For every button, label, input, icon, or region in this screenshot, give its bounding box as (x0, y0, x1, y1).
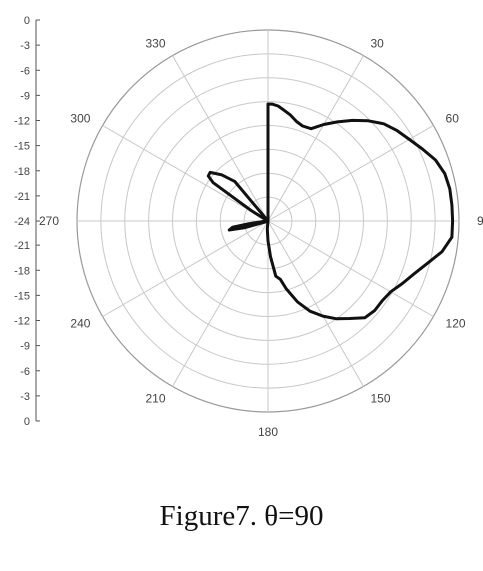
angle-label: 270 (39, 214, 59, 228)
angle-label: 120 (446, 317, 466, 331)
grid-spoke (102, 125, 269, 222)
data-point (363, 316, 366, 319)
data-point (401, 282, 403, 285)
data-point (389, 291, 392, 293)
data-point (250, 209, 252, 212)
data-point (274, 275, 277, 277)
radial-tick-label: -24 (14, 216, 30, 228)
radial-tick-label: -3 (20, 40, 30, 52)
data-point (309, 310, 311, 312)
data-point (451, 204, 453, 206)
figure-caption: Figure7. θ=90 (159, 500, 324, 532)
angle-label: 150 (371, 392, 391, 406)
data-point (396, 129, 398, 132)
grid-spoke (102, 220, 269, 317)
radial-tick-label: -12 (14, 316, 30, 328)
radial-tick-label: 0 (24, 15, 30, 27)
grid-spoke (172, 220, 269, 387)
radial-tick-label: -9 (20, 341, 30, 353)
data-point (351, 119, 354, 122)
data-point (413, 273, 415, 275)
data-point (233, 180, 236, 183)
data-point (434, 159, 437, 161)
grid-spoke (267, 220, 434, 317)
data-point (269, 255, 272, 258)
data-point (231, 226, 234, 229)
polar-chart: 0 0 -3 -3 -6 -6 -9 -9 -12 -12 -15 -15 -18 -18 -21 -21 -2… (14, 15, 483, 439)
data-point (449, 188, 451, 190)
radial-tick-label: 0 (24, 416, 30, 428)
angle-label: 210 (145, 392, 165, 406)
angle-labels: 30 60 90 120 150 180 210 240 270 300 330 (39, 36, 483, 439)
data-point (336, 121, 339, 123)
radial-tick-label: -12 (14, 116, 30, 128)
data-point (373, 309, 376, 312)
data-point (264, 218, 267, 221)
grid-spoke (267, 125, 434, 222)
data-point (289, 114, 292, 116)
series-group (206, 102, 455, 321)
angle-label: 180 (258, 425, 278, 439)
angle-label: 30 (371, 36, 385, 50)
radial-tick-label: -6 (20, 65, 30, 77)
data-point (207, 175, 210, 177)
data-point (244, 226, 246, 229)
angle-label: 300 (70, 112, 90, 126)
radial-scale: 0 0 -3 -3 -6 -6 -9 -9 -12 -12 -15 -15 -18 -18 -21 -21 -2… (14, 15, 40, 428)
data-point (221, 174, 223, 176)
data-point (349, 317, 351, 320)
data-point (322, 123, 325, 126)
data-point (451, 220, 454, 222)
series-line (206, 102, 455, 321)
data-point (383, 123, 385, 125)
data-point (408, 138, 411, 141)
radial-tick-label: -9 (20, 90, 30, 102)
data-point (234, 197, 236, 200)
data-point (301, 125, 304, 127)
radial-tick-label: -15 (14, 141, 30, 153)
data-point (212, 181, 215, 184)
grid-spoke (267, 220, 364, 387)
data-point (295, 120, 298, 123)
radial-tick-label: -6 (20, 366, 30, 378)
data-point (322, 315, 324, 317)
data-point (277, 105, 279, 107)
data-point (441, 250, 443, 253)
data-point (247, 222, 250, 225)
data-point (266, 228, 269, 230)
grid-spoke (267, 55, 364, 222)
data-point (263, 220, 265, 223)
data-point (267, 103, 269, 105)
data-point (267, 240, 269, 242)
data-point (282, 109, 285, 111)
data-point (285, 287, 287, 290)
angle-label: 240 (70, 317, 90, 331)
angle-label: 90 (477, 214, 483, 228)
radial-tick-label: -21 (14, 191, 30, 203)
radial-tick-label: -18 (14, 265, 30, 277)
data-point (271, 103, 273, 105)
data-point (421, 148, 424, 150)
data-point (426, 262, 428, 265)
data-point (367, 120, 369, 122)
angle-label: 60 (446, 112, 460, 126)
data-point (335, 317, 338, 320)
data-point (451, 236, 453, 238)
data-point (310, 127, 312, 130)
data-point (381, 300, 383, 302)
data-point (228, 229, 231, 231)
radial-tick-label: -15 (14, 290, 30, 302)
data-point (267, 220, 269, 222)
angle-label: 330 (145, 36, 165, 50)
radial-tick-label: -18 (14, 166, 30, 178)
data-point (279, 278, 282, 281)
data-point (444, 172, 446, 175)
radial-tick-label: -21 (14, 240, 30, 252)
data-point (296, 300, 299, 303)
grid-spoke (172, 55, 269, 222)
data-point (209, 171, 211, 174)
radial-tick-label: -3 (20, 391, 30, 403)
